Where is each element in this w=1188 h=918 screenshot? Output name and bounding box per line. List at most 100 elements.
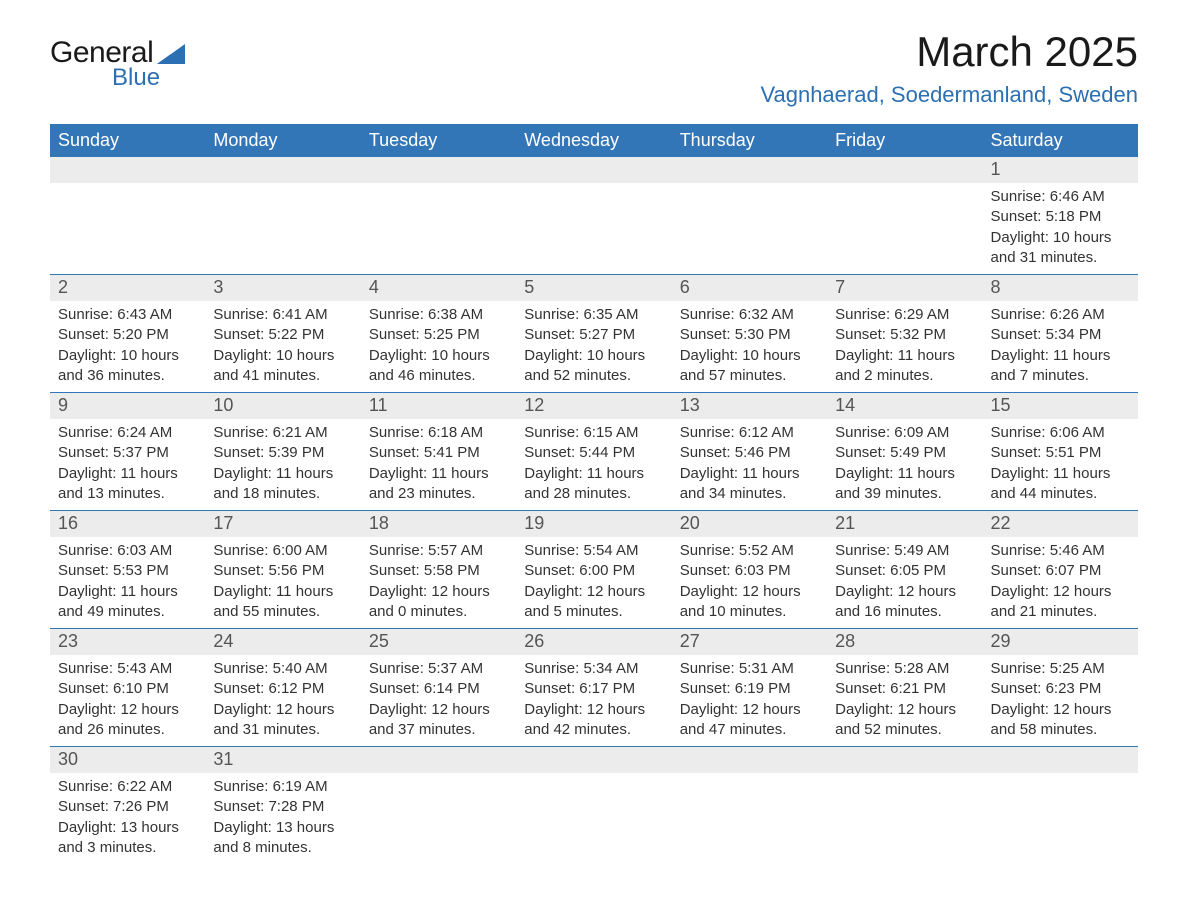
day-content: Sunrise: 6:38 AMSunset: 5:25 PMDaylight:… [361, 301, 516, 392]
calendar-day-cell: 12Sunrise: 6:15 AMSunset: 5:44 PMDayligh… [516, 393, 671, 511]
day-content: Sunrise: 6:35 AMSunset: 5:27 PMDaylight:… [516, 301, 671, 392]
day-content [983, 773, 1138, 861]
day-content: Sunrise: 6:41 AMSunset: 5:22 PMDaylight:… [205, 301, 360, 392]
weekday-header: Friday [827, 124, 982, 157]
calendar-day-cell: 9Sunrise: 6:24 AMSunset: 5:37 PMDaylight… [50, 393, 205, 511]
calendar-week-row: 16Sunrise: 6:03 AMSunset: 5:53 PMDayligh… [50, 511, 1138, 629]
calendar-empty-cell [827, 157, 982, 275]
calendar-empty-cell [361, 157, 516, 275]
day-content: Sunrise: 5:34 AMSunset: 6:17 PMDaylight:… [516, 655, 671, 746]
day-content: Sunrise: 5:37 AMSunset: 6:14 PMDaylight:… [361, 655, 516, 746]
day-number: 5 [516, 275, 671, 301]
weekday-header-row: SundayMondayTuesdayWednesdayThursdayFrid… [50, 124, 1138, 157]
day-content: Sunrise: 5:46 AMSunset: 6:07 PMDaylight:… [983, 537, 1138, 628]
day-content [50, 183, 205, 271]
calendar-day-cell: 25Sunrise: 5:37 AMSunset: 6:14 PMDayligh… [361, 629, 516, 747]
day-content: Sunrise: 6:43 AMSunset: 5:20 PMDaylight:… [50, 301, 205, 392]
day-number [983, 747, 1138, 773]
day-number [672, 157, 827, 183]
title-block: March 2025 Vagnhaerad, Soedermanland, Sw… [760, 28, 1138, 108]
day-content: Sunrise: 6:18 AMSunset: 5:41 PMDaylight:… [361, 419, 516, 510]
calendar-empty-cell [205, 157, 360, 275]
location-text: Vagnhaerad, Soedermanland, Sweden [760, 82, 1138, 108]
day-number: 28 [827, 629, 982, 655]
day-content: Sunrise: 6:03 AMSunset: 5:53 PMDaylight:… [50, 537, 205, 628]
calendar-day-cell: 1Sunrise: 6:46 AMSunset: 5:18 PMDaylight… [983, 157, 1138, 275]
calendar-day-cell: 3Sunrise: 6:41 AMSunset: 5:22 PMDaylight… [205, 275, 360, 393]
day-content [516, 773, 671, 861]
day-number: 10 [205, 393, 360, 419]
header: General Blue March 2025 Vagnhaerad, Soed… [50, 28, 1138, 108]
day-number: 2 [50, 275, 205, 301]
day-content: Sunrise: 6:32 AMSunset: 5:30 PMDaylight:… [672, 301, 827, 392]
day-content: Sunrise: 6:00 AMSunset: 5:56 PMDaylight:… [205, 537, 360, 628]
day-content: Sunrise: 6:24 AMSunset: 5:37 PMDaylight:… [50, 419, 205, 510]
calendar-empty-cell [516, 157, 671, 275]
day-number: 18 [361, 511, 516, 537]
calendar-day-cell: 31Sunrise: 6:19 AMSunset: 7:28 PMDayligh… [205, 747, 360, 865]
brand-text-2: Blue [112, 64, 185, 92]
day-content: Sunrise: 5:25 AMSunset: 6:23 PMDaylight:… [983, 655, 1138, 746]
day-number: 14 [827, 393, 982, 419]
day-number: 29 [983, 629, 1138, 655]
day-content: Sunrise: 6:12 AMSunset: 5:46 PMDaylight:… [672, 419, 827, 510]
weekday-header: Sunday [50, 124, 205, 157]
calendar-empty-cell [827, 747, 982, 865]
day-content [205, 183, 360, 271]
calendar-day-cell: 15Sunrise: 6:06 AMSunset: 5:51 PMDayligh… [983, 393, 1138, 511]
day-number [516, 747, 671, 773]
weekday-header: Tuesday [361, 124, 516, 157]
day-content: Sunrise: 6:26 AMSunset: 5:34 PMDaylight:… [983, 301, 1138, 392]
day-number: 12 [516, 393, 671, 419]
calendar-day-cell: 23Sunrise: 5:43 AMSunset: 6:10 PMDayligh… [50, 629, 205, 747]
day-number: 24 [205, 629, 360, 655]
day-number: 30 [50, 747, 205, 773]
day-number [827, 157, 982, 183]
day-number: 23 [50, 629, 205, 655]
calendar-day-cell: 30Sunrise: 6:22 AMSunset: 7:26 PMDayligh… [50, 747, 205, 865]
day-number: 26 [516, 629, 671, 655]
calendar-day-cell: 29Sunrise: 5:25 AMSunset: 6:23 PMDayligh… [983, 629, 1138, 747]
calendar-empty-cell [50, 157, 205, 275]
day-content: Sunrise: 5:54 AMSunset: 6:00 PMDaylight:… [516, 537, 671, 628]
calendar-day-cell: 18Sunrise: 5:57 AMSunset: 5:58 PMDayligh… [361, 511, 516, 629]
calendar-empty-cell [516, 747, 671, 865]
day-number: 19 [516, 511, 671, 537]
day-number: 31 [205, 747, 360, 773]
calendar-day-cell: 8Sunrise: 6:26 AMSunset: 5:34 PMDaylight… [983, 275, 1138, 393]
day-number: 1 [983, 157, 1138, 183]
day-content: Sunrise: 6:46 AMSunset: 5:18 PMDaylight:… [983, 183, 1138, 274]
day-content: Sunrise: 6:15 AMSunset: 5:44 PMDaylight:… [516, 419, 671, 510]
day-content: Sunrise: 6:06 AMSunset: 5:51 PMDaylight:… [983, 419, 1138, 510]
day-number: 8 [983, 275, 1138, 301]
calendar-day-cell: 17Sunrise: 6:00 AMSunset: 5:56 PMDayligh… [205, 511, 360, 629]
day-number [516, 157, 671, 183]
calendar-day-cell: 20Sunrise: 5:52 AMSunset: 6:03 PMDayligh… [672, 511, 827, 629]
calendar-day-cell: 10Sunrise: 6:21 AMSunset: 5:39 PMDayligh… [205, 393, 360, 511]
day-number: 13 [672, 393, 827, 419]
day-content [516, 183, 671, 271]
calendar-empty-cell [672, 157, 827, 275]
day-content [827, 183, 982, 271]
calendar-empty-cell [361, 747, 516, 865]
calendar-day-cell: 11Sunrise: 6:18 AMSunset: 5:41 PMDayligh… [361, 393, 516, 511]
day-number [672, 747, 827, 773]
calendar-empty-cell [672, 747, 827, 865]
day-number [361, 747, 516, 773]
calendar-day-cell: 4Sunrise: 6:38 AMSunset: 5:25 PMDaylight… [361, 275, 516, 393]
calendar-day-cell: 24Sunrise: 5:40 AMSunset: 6:12 PMDayligh… [205, 629, 360, 747]
day-number: 25 [361, 629, 516, 655]
calendar-day-cell: 26Sunrise: 5:34 AMSunset: 6:17 PMDayligh… [516, 629, 671, 747]
calendar-day-cell: 2Sunrise: 6:43 AMSunset: 5:20 PMDaylight… [50, 275, 205, 393]
day-number [205, 157, 360, 183]
day-content [827, 773, 982, 861]
day-content: Sunrise: 5:43 AMSunset: 6:10 PMDaylight:… [50, 655, 205, 746]
calendar-day-cell: 7Sunrise: 6:29 AMSunset: 5:32 PMDaylight… [827, 275, 982, 393]
day-number: 21 [827, 511, 982, 537]
day-number: 6 [672, 275, 827, 301]
weekday-header: Wednesday [516, 124, 671, 157]
day-number [50, 157, 205, 183]
weekday-header: Saturday [983, 124, 1138, 157]
day-content: Sunrise: 6:19 AMSunset: 7:28 PMDaylight:… [205, 773, 360, 864]
day-content [672, 773, 827, 861]
